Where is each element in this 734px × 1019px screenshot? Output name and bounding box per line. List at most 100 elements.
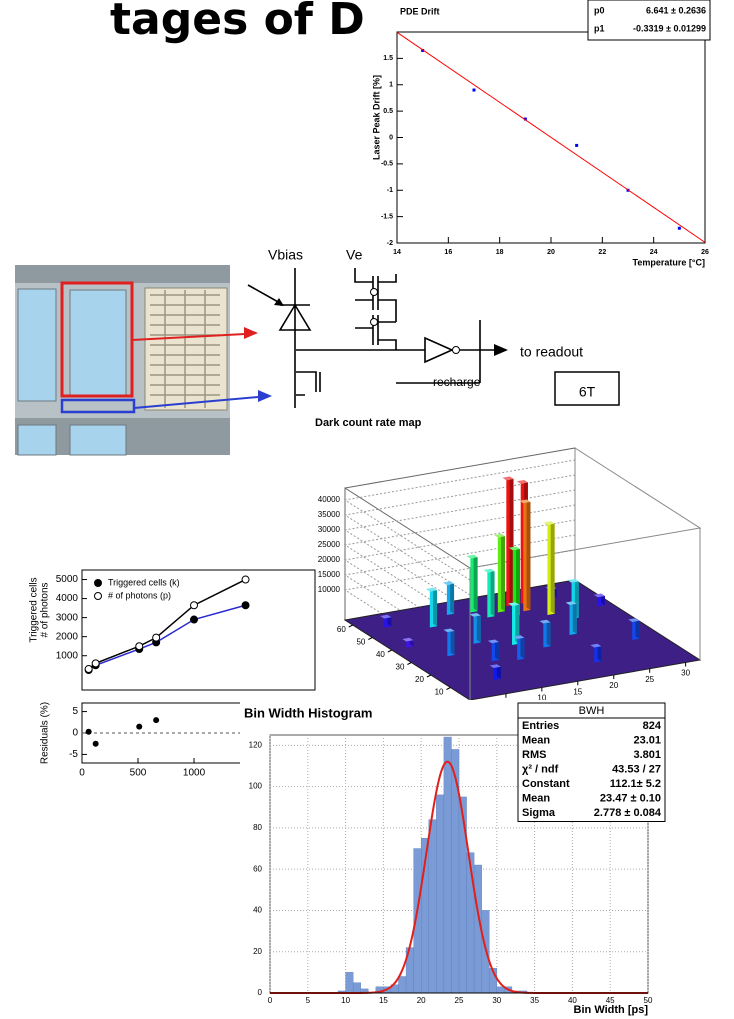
histogram-bar — [346, 972, 354, 993]
bar-face — [491, 569, 495, 617]
stats-value: 824 — [643, 720, 662, 732]
data-point — [575, 144, 578, 147]
data-point — [242, 602, 249, 609]
stats-value: 2.778 ± 0.084 — [594, 807, 662, 819]
histogram-bar — [429, 820, 437, 993]
y-tick-label: 80 — [253, 823, 262, 832]
chart-background — [366, 0, 712, 274]
y-tick-label: -1 — [387, 187, 393, 194]
stats-value: 43.53 / 27 — [612, 763, 661, 775]
x-axis-label: Bin Width [ps] — [574, 1004, 649, 1016]
y-tick-label: 1 — [389, 82, 393, 89]
x-tick-label: 500 — [130, 768, 147, 779]
circuit-label: Ve — [346, 247, 363, 263]
x-tick-label: 0 — [268, 996, 273, 1005]
inverter — [425, 338, 452, 362]
bar-face — [520, 635, 524, 659]
arrow-head — [274, 298, 284, 306]
y-tick-label: 40 — [253, 906, 262, 915]
photon-arrow — [248, 285, 280, 303]
stats-value: 112.1± 5.2 — [610, 778, 661, 790]
collage: tages of Digitized Si Vbias Ve to readou… — [0, 0, 734, 1019]
z-tick-label: 40000 — [318, 495, 341, 504]
stats-name: Entries — [522, 720, 559, 732]
inverter-bubble — [453, 347, 460, 354]
x-tick-label: 30 — [681, 669, 690, 678]
transistors — [296, 268, 425, 350]
y-tick-label: 0 — [389, 134, 393, 141]
y-tick-label: 0 — [258, 988, 263, 997]
x-tick-label: 10 — [341, 996, 350, 1005]
legend-marker — [95, 593, 102, 600]
residual-point — [136, 724, 142, 730]
y-axis-label: Triggered cells — [29, 577, 40, 642]
data-point — [85, 666, 92, 673]
x-tick-label: 14 — [393, 249, 401, 256]
gate-bubble — [371, 319, 378, 326]
y-tick-label: -2 — [387, 240, 393, 247]
data-point — [92, 660, 99, 667]
x-tick-label: 20 — [547, 249, 555, 256]
stats-name: p0 — [594, 5, 605, 15]
circuit-label: to readout — [520, 344, 583, 360]
z-tick-label: 35000 — [318, 510, 341, 519]
z-tick-label: 20000 — [318, 555, 341, 564]
cell — [18, 425, 56, 455]
stats-value: 3.801 — [633, 749, 661, 761]
y-tick-label: -5 — [69, 749, 78, 760]
arrow-head — [494, 344, 508, 356]
bar-face — [501, 534, 505, 612]
bar-face — [477, 613, 481, 643]
y-tick-label: 50 — [356, 638, 365, 647]
y-tick-label: 60 — [253, 864, 262, 873]
data-point — [678, 227, 681, 230]
y-tick-label: 0.5 — [383, 108, 393, 115]
y-tick-label: 20 — [253, 947, 262, 956]
cell — [18, 289, 56, 401]
y-axis-label: Residuals (%) — [40, 702, 51, 764]
legend-label: Triggered cells (k) — [108, 577, 180, 587]
logic-block — [145, 288, 227, 410]
legend-label: # of photons (p) — [108, 590, 171, 600]
stats-value: -0.3319 ± 0.01299 — [633, 23, 706, 33]
y-tick-label: 40 — [376, 650, 385, 659]
x-tick-label: 30 — [492, 996, 501, 1005]
bar-face — [527, 500, 531, 611]
histogram-bar — [467, 853, 475, 993]
page: Digitized SiPM collage {"title": "tages … — [0, 0, 734, 1019]
y-tick-label: 100 — [249, 782, 263, 791]
y-tick-label: 0 — [72, 728, 78, 739]
legend-marker — [95, 580, 102, 587]
stats-name: Mean — [522, 792, 550, 804]
y-axis-label: Laser Peak Drift [%] — [371, 75, 381, 160]
y-tick-label: -1.5 — [381, 213, 393, 220]
y-tick-label: -0.5 — [381, 161, 393, 168]
y-tick-label: 10 — [435, 688, 444, 697]
y-tick-label: 1000 — [56, 650, 79, 661]
stats-title: BWH — [579, 705, 605, 717]
bar-face — [433, 588, 437, 627]
data-point — [191, 616, 198, 623]
histogram-bar — [436, 795, 444, 993]
histogram-bar — [353, 983, 361, 993]
residual-point — [93, 741, 99, 747]
circuit-label: 6T — [579, 384, 596, 400]
data-point — [242, 576, 249, 583]
stats-name: p1 — [594, 23, 605, 33]
x-tick-label: 5 — [306, 996, 311, 1005]
data-point — [136, 643, 143, 650]
bar-face — [551, 521, 555, 614]
stats-value: 23.01 — [633, 734, 661, 746]
data-point — [153, 634, 160, 641]
z-tick-label: 10000 — [318, 585, 341, 594]
y-tick-label: 4000 — [56, 593, 79, 604]
z-tick-label: 15000 — [318, 570, 341, 579]
histogram-bar — [399, 976, 407, 993]
stats-name: Sigma — [522, 807, 556, 819]
y-tick-label: 120 — [249, 740, 263, 749]
y-tick-label: 1.5 — [383, 55, 393, 62]
x-tick-label: 25 — [645, 675, 654, 684]
x-tick-label: 0 — [79, 768, 85, 779]
arrow-head — [258, 390, 272, 402]
x-tick-label: 22 — [598, 249, 606, 256]
